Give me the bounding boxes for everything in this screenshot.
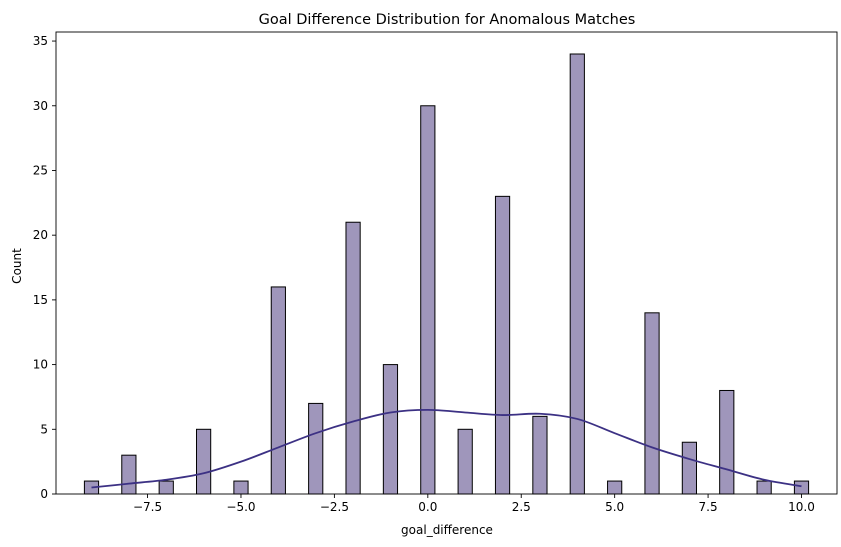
kde-line bbox=[91, 408, 802, 489]
x-tick-label: 0.0 bbox=[418, 500, 437, 514]
plot-frame bbox=[55, 31, 838, 495]
x-tick-label: 5.0 bbox=[605, 500, 624, 514]
y-tick-label: 35 bbox=[33, 34, 48, 48]
x-tick-label: −5.0 bbox=[226, 500, 255, 514]
y-tick-label: 10 bbox=[33, 358, 48, 372]
y-tick-label: 5 bbox=[40, 422, 48, 436]
histogram-bar bbox=[457, 428, 473, 495]
histogram-bar bbox=[719, 389, 735, 495]
y-tick-label: 20 bbox=[33, 228, 48, 242]
histogram-bar bbox=[196, 428, 212, 495]
histogram-bar bbox=[756, 480, 772, 495]
histogram-bar bbox=[121, 454, 137, 495]
histogram-bar bbox=[607, 480, 623, 495]
histogram-bar bbox=[420, 105, 436, 495]
histogram-bar bbox=[345, 221, 361, 495]
y-tick-label: 15 bbox=[33, 293, 48, 307]
histogram-bar bbox=[793, 480, 810, 495]
histogram-bar bbox=[569, 53, 585, 495]
histogram-bar bbox=[308, 402, 324, 495]
chart-title: Goal Difference Distribution for Anomalo… bbox=[259, 12, 636, 28]
x-tick-label: 2.5 bbox=[512, 500, 531, 514]
histogram-bar bbox=[681, 441, 697, 495]
y-tick-label: 30 bbox=[33, 99, 48, 113]
histogram-bar bbox=[644, 312, 660, 495]
x-tick-label: 7.5 bbox=[699, 500, 718, 514]
x-tick-label: 10.0 bbox=[788, 500, 815, 514]
plot-area: −7.5 −5.0 −2.5 0.0 2.5 5.0 7.5 10.0 0 5 10 15 20 25 30… bbox=[33, 31, 838, 514]
histogram-bar bbox=[158, 480, 174, 495]
histogram-bar bbox=[233, 480, 249, 495]
x-tick-label: −7.5 bbox=[133, 500, 162, 514]
y-axis-title: Count bbox=[10, 248, 24, 284]
y-tick-label: 25 bbox=[33, 163, 48, 177]
histogram-bar bbox=[532, 415, 548, 495]
histogram-bar bbox=[382, 364, 399, 495]
x-axis-title: goal_difference bbox=[401, 523, 493, 537]
y-tick-label: 0 bbox=[40, 487, 48, 501]
histogram-bar bbox=[494, 195, 511, 495]
histogram-bar bbox=[270, 286, 286, 495]
x-tick-label: −2.5 bbox=[320, 500, 349, 514]
